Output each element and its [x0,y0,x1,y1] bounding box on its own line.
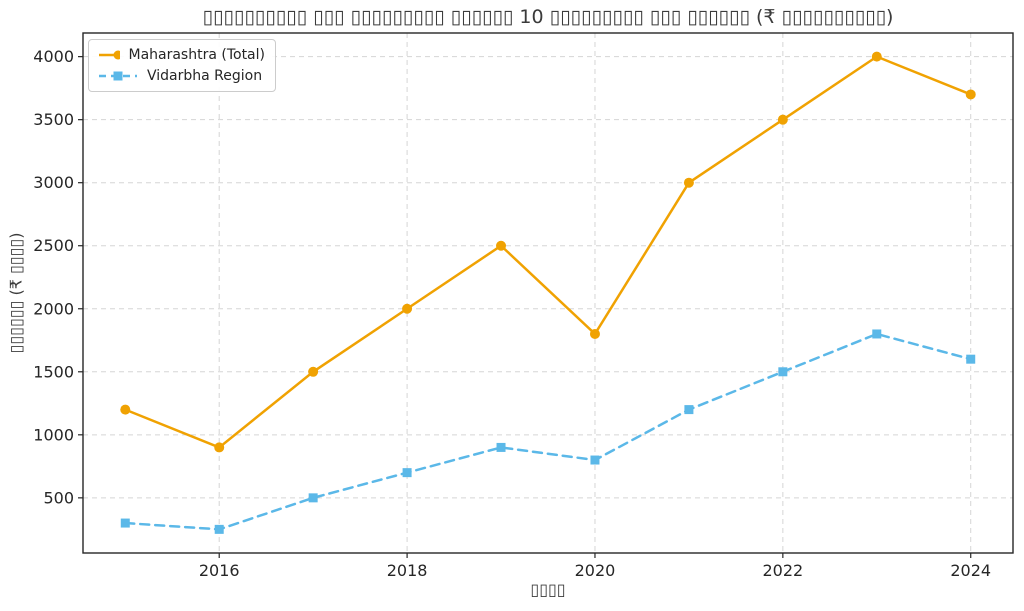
data-point-marker [402,468,412,478]
y-tick-label: 2000 [33,299,74,318]
legend-label-maharashtra: Maharashtra (Total) [128,47,265,63]
legend-item-vidarbha: Vidarbha Region [97,68,265,84]
data-point-marker [778,367,788,377]
data-point-marker [777,114,788,125]
y-tick-label: 2500 [33,236,74,255]
data-point-marker [120,518,130,528]
legend-dashed-line-square-icon [99,71,137,81]
legend-line-circle-icon [99,50,121,60]
data-point-marker [308,493,318,503]
y-tick-label: 1000 [33,425,74,444]
data-point-marker [590,455,600,465]
legend-item-maharashtra: Maharashtra (Total) [97,47,265,63]
axes-frame [82,32,1014,554]
chart-title: ▯▯▯▯▯▯▯▯▯▯ ▯▯▯ ▯▯▯▯▯▯▯▯▯ ▯▯▯▯▯▯ 10 ▯▯▯▯▯… [202,6,894,28]
x-tick-label: 2018 [387,561,428,580]
y-axis-label: ▯▯▯▯▯▯ (₹ ▯▯▯▯) [6,232,26,354]
data-point-marker [683,177,694,188]
x-tick-label: 2022 [762,561,803,580]
data-point-marker [214,442,225,453]
x-tick-label: 2020 [575,561,616,580]
y-tick-label: 4000 [33,47,74,66]
series-line-1 [124,332,972,531]
data-point-marker [589,328,600,339]
y-tick-label: 1500 [33,362,74,381]
data-point-marker [872,329,882,339]
data-point-marker [496,240,507,251]
x-axis-label: ▯▯▯▯ [530,580,566,599]
legend: Maharashtra (Total) Vidarbha Region [88,39,276,92]
data-point-marker [871,51,882,62]
data-point-marker [966,354,976,364]
x-tick-label: 2024 [950,561,991,580]
data-point-marker [965,89,976,100]
data-point-marker [496,442,506,452]
data-point-marker [120,404,131,415]
data-point-marker [684,405,694,415]
legend-label-vidarbha: Vidarbha Region [147,68,263,84]
data-point-marker [308,366,319,377]
data-point-marker [402,303,413,314]
series-line-0 [124,55,972,449]
y-tick-label: 500 [43,488,74,507]
x-tick-label: 2016 [199,561,240,580]
y-tick-label: 3000 [33,173,74,192]
y-tick-label: 3500 [33,110,74,129]
data-point-marker [214,524,224,534]
